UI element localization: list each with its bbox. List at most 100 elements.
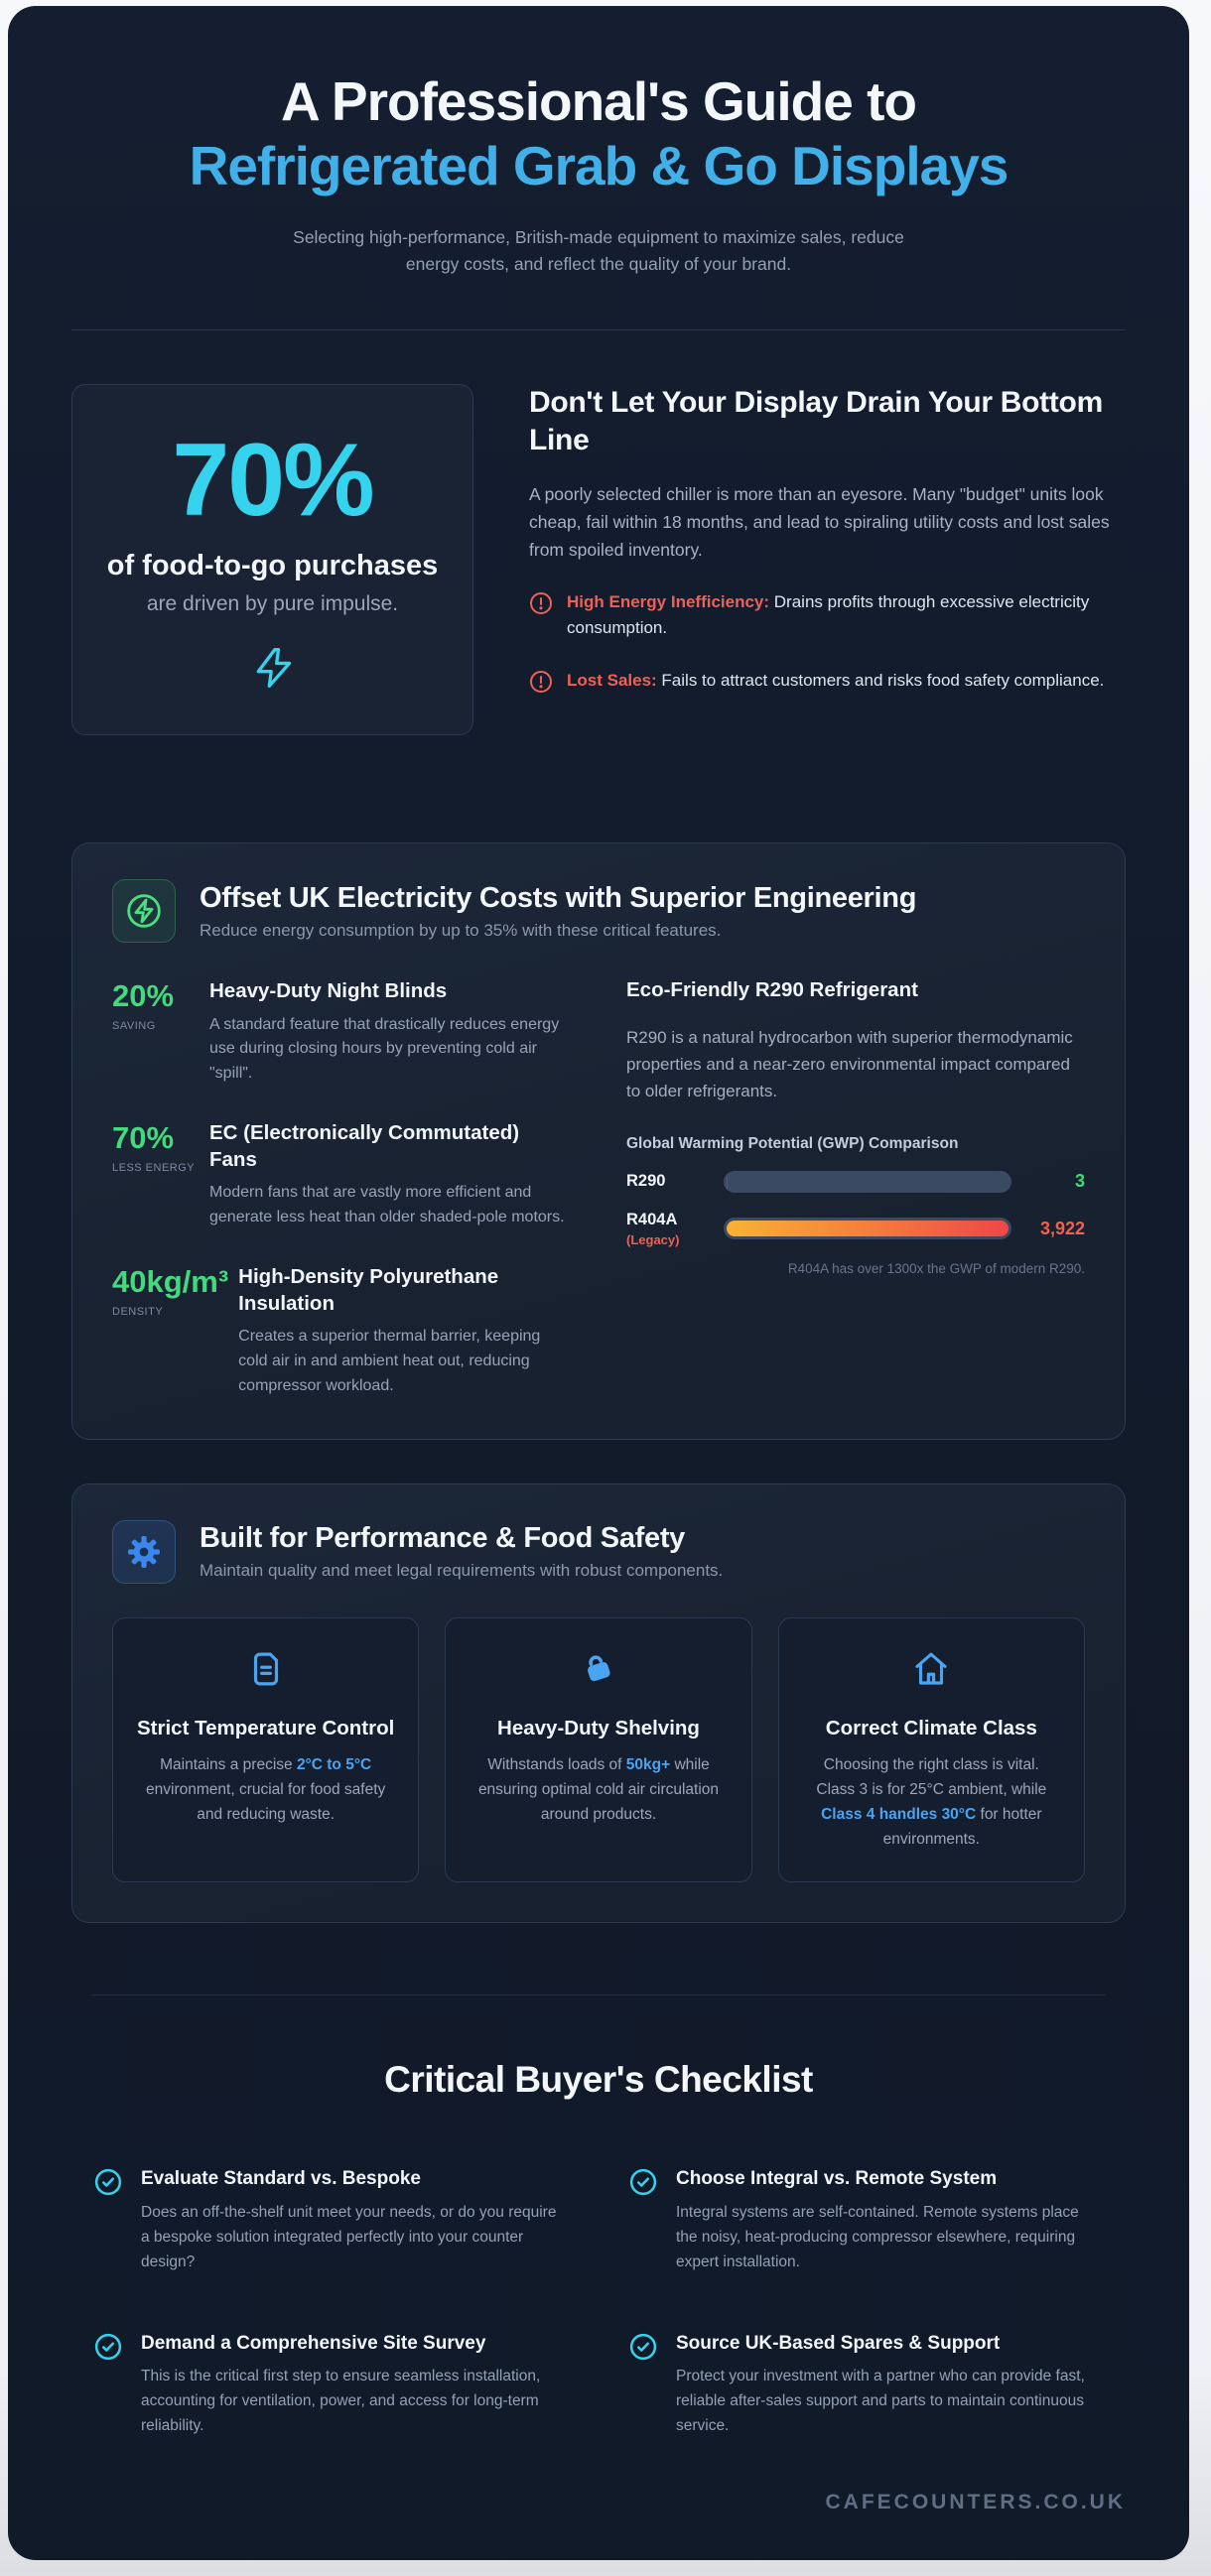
performance-cards: Strict Temperature Control Maintains a p… <box>112 1617 1085 1883</box>
gwp-bar-row: R404A (Legacy) 3,922 <box>626 1211 1085 1247</box>
checklist-item: Demand a Comprehensive Site Survey This … <box>93 2331 569 2439</box>
checklist-item-title: Evaluate Standard vs. Bespoke <box>141 2166 569 2192</box>
energy-panel: Offset UK Electricity Costs with Superio… <box>71 842 1126 1440</box>
checklist-item: Choose Integral vs. Remote System Integr… <box>628 2166 1104 2274</box>
card-body: Maintains a precise 2°C to 5°C environme… <box>137 1753 394 1827</box>
card-title: Strict Temperature Control <box>137 1715 394 1742</box>
checklist-item-text: Demand a Comprehensive Site Survey This … <box>141 2331 569 2439</box>
checklist-item-title: Choose Integral vs. Remote System <box>676 2166 1104 2192</box>
card-body-prefix: Choosing the right class is vital. Class… <box>816 1756 1046 1798</box>
card-body-prefix: Withstands loads of <box>487 1756 626 1773</box>
card-body-suffix: environment, crucial for food safety and… <box>146 1781 385 1823</box>
energy-panel-header: Offset UK Electricity Costs with Superio… <box>112 879 1085 943</box>
alert-circle-icon <box>529 668 553 699</box>
infographic-card: A Professional's Guide to Refrigerated G… <box>8 6 1189 2560</box>
gwp-bar-track <box>724 1218 1011 1239</box>
thermometer-file-icon <box>245 1677 287 1694</box>
gwp-bar-track <box>724 1171 1011 1193</box>
feature-text: EC (Electronically Commutated) Fans Mode… <box>209 1120 571 1230</box>
footer-brand: CAFECOUNTERS.CO.UK <box>825 2491 1126 2513</box>
feature-stat-value: 20% <box>112 978 200 1014</box>
gear-icon <box>112 1520 176 1584</box>
hero-divider <box>71 329 1126 330</box>
energy-title: Offset UK Electricity Costs with Superio… <box>200 882 916 915</box>
energy-subtitle: Reduce energy consumption by up to 35% w… <box>200 921 916 941</box>
page-subtitle: Selecting high-performance, British-made… <box>281 224 916 278</box>
feature-title: High-Density Polyurethane Insulation <box>238 1264 571 1317</box>
checklist-item-body: This is the critical first step to ensur… <box>141 2365 569 2438</box>
feature-stat-value: 70% <box>112 1120 200 1156</box>
performance-panel-header: Built for Performance & Food Safety Main… <box>112 1520 1085 1584</box>
warning-text: Lost Sales: Fails to attract customers a… <box>567 668 1104 694</box>
gwp-bar-fill-r404a <box>727 1221 1009 1236</box>
card-climate-class: Correct Climate Class Choosing the right… <box>778 1617 1085 1883</box>
refrigerant-body: R290 is a natural hydrocarbon with super… <box>626 1024 1085 1105</box>
footer: CAFECOUNTERS.CO.UK <box>71 2491 1126 2514</box>
checklist-item-title: Source UK-Based Spares & Support <box>676 2331 1104 2357</box>
warning-label: Lost Sales: <box>567 671 657 690</box>
card-title: Correct Climate Class <box>803 1715 1060 1742</box>
checklist-item-title: Demand a Comprehensive Site Survey <box>141 2331 569 2357</box>
impulse-stat-caption: are driven by pure impulse. <box>102 592 443 616</box>
page-title-line1: A Professional's Guide to <box>281 70 916 132</box>
performance-subtitle: Maintain quality and meet legal requirem… <box>200 1561 723 1581</box>
check-circle-icon <box>93 2331 123 2367</box>
feature-stat-unit: DENSITY <box>112 1304 228 1321</box>
checklist-item-text: Choose Integral vs. Remote System Integr… <box>676 2166 1104 2274</box>
card-body: Withstands loads of 50kg+ while ensuring… <box>470 1753 727 1827</box>
gwp-bar-label: R404A (Legacy) <box>626 1211 708 1247</box>
alert-circle-icon <box>529 589 553 620</box>
energy-features: 20% SAVING Heavy-Duty Night Blinds A sta… <box>112 978 571 1399</box>
card-body-prefix: Maintains a precise <box>160 1756 297 1773</box>
refrigerant-column: Eco-Friendly R290 Refrigerant R290 is a … <box>626 978 1085 1399</box>
checklist-item-body: Does an off-the-shelf unit meet your nee… <box>141 2201 569 2274</box>
feature-ec-fans: 70% LESS ENERGY EC (Electronically Commu… <box>112 1120 571 1230</box>
energy-panel-titles: Offset UK Electricity Costs with Superio… <box>200 882 916 941</box>
feature-stat-value: 40kg/m³ <box>112 1264 228 1300</box>
checklist-item-text: Evaluate Standard vs. Bespoke Does an of… <box>141 2166 569 2274</box>
card-body-highlight: 50kg+ <box>626 1756 670 1773</box>
warning-item: Lost Sales: Fails to attract customers a… <box>529 668 1126 699</box>
gwp-chart-title: Global Warming Potential (GWP) Compariso… <box>626 1135 1085 1153</box>
performance-panel-titles: Built for Performance & Food Safety Main… <box>200 1522 723 1581</box>
performance-panel: Built for Performance & Food Safety Main… <box>71 1483 1126 1924</box>
refrigerant-title: Eco-Friendly R290 Refrigerant <box>626 978 1085 1002</box>
feature-title: EC (Electronically Commutated) Fans <box>209 1120 571 1173</box>
zap-circle-icon <box>112 879 176 943</box>
checklist-title: Critical Buyer's Checklist <box>71 2059 1126 2101</box>
impulse-stat-label: of food-to-go purchases <box>102 550 443 582</box>
feature-title: Heavy-Duty Night Blinds <box>209 978 571 1005</box>
feature-text: Heavy-Duty Night Blinds A standard featu… <box>209 978 571 1087</box>
checklist-section: Critical Buyer's Checklist Evaluate Stan… <box>71 2059 1126 2438</box>
check-circle-icon <box>628 2331 658 2367</box>
checklist-grid: Evaluate Standard vs. Bespoke Does an of… <box>71 2166 1126 2438</box>
gwp-bar-row: R290 3 <box>626 1171 1085 1193</box>
impulse-section: 70% of food-to-go purchases are driven b… <box>71 384 1126 735</box>
feature-body: Modern fans that are vastly more efficie… <box>209 1181 571 1230</box>
feature-text: High-Density Polyurethane Insulation Cre… <box>238 1264 571 1399</box>
checklist-item: Evaluate Standard vs. Bespoke Does an of… <box>93 2166 569 2274</box>
page-title-line2: Refrigerated Grab & Go Displays <box>190 135 1009 196</box>
feature-stat: 40kg/m³ DENSITY <box>112 1264 228 1399</box>
checklist-divider <box>91 1995 1106 1996</box>
check-circle-icon <box>628 2166 658 2202</box>
impulse-stat-value: 70% <box>102 429 443 532</box>
feature-body: Creates a superior thermal barrier, keep… <box>238 1325 571 1398</box>
feature-body: A standard feature that drastically redu… <box>209 1013 571 1087</box>
card-body-highlight: Class 4 handles 30°C <box>821 1806 976 1823</box>
hero-section: A Professional's Guide to Refrigerated G… <box>71 60 1126 278</box>
card-title: Heavy-Duty Shelving <box>470 1715 727 1742</box>
gwp-label-r290: R290 <box>626 1172 708 1191</box>
lightning-bolt-icon <box>102 646 443 695</box>
gwp-bar-label: R290 <box>626 1172 708 1191</box>
performance-title: Built for Performance & Food Safety <box>200 1522 723 1555</box>
house-icon <box>910 1677 952 1694</box>
checklist-item-body: Integral systems are self-contained. Rem… <box>676 2201 1104 2274</box>
warning-text: High Energy Inefficiency: Drains profits… <box>567 589 1126 642</box>
checklist-item-text: Source UK-Based Spares & Support Protect… <box>676 2331 1104 2439</box>
gwp-sublabel-legacy: (Legacy) <box>626 1232 708 1247</box>
energy-grid: 20% SAVING Heavy-Duty Night Blinds A sta… <box>112 978 1085 1399</box>
feature-night-blinds: 20% SAVING Heavy-Duty Night Blinds A sta… <box>112 978 571 1087</box>
weight-icon <box>578 1677 619 1694</box>
gwp-value-r404a: 3,922 <box>1027 1219 1085 1239</box>
